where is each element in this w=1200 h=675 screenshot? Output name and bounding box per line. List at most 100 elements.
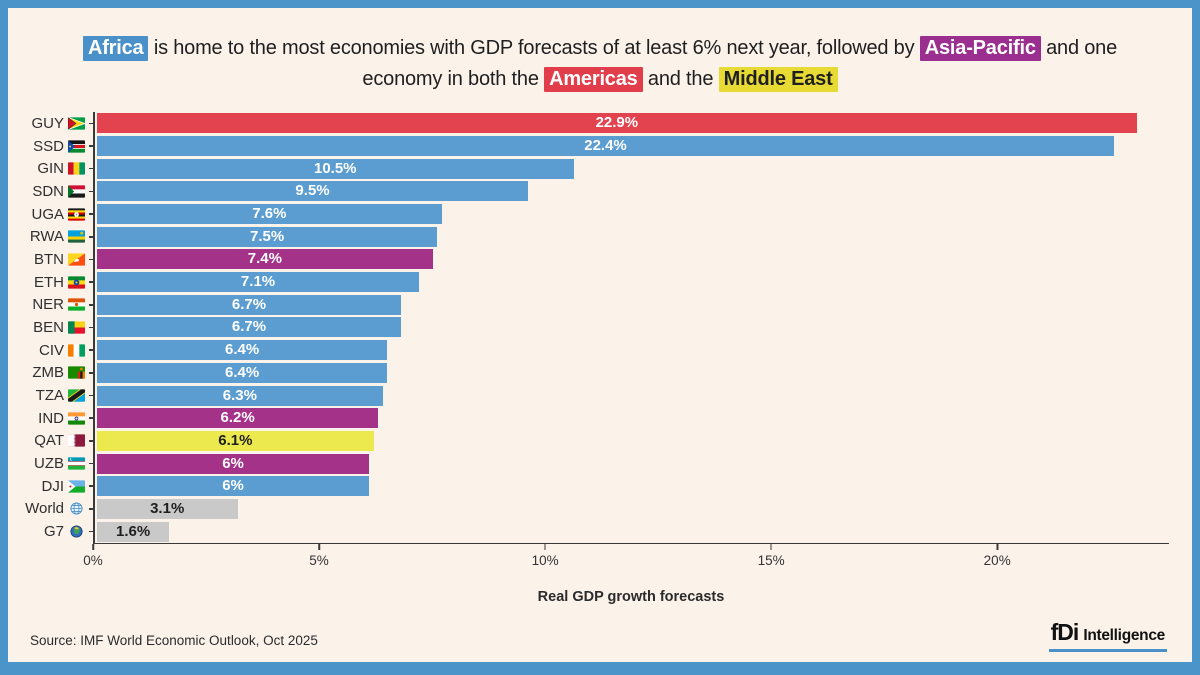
category-label: UGA xyxy=(16,206,95,223)
economy-code: SDN xyxy=(32,182,64,200)
x-axis-title: Real GDP growth forecasts xyxy=(537,589,725,605)
x-tick-label: 0% xyxy=(83,553,103,568)
y-tick-mark xyxy=(89,417,95,420)
gdp-forecast-bar: 7.4% xyxy=(96,249,433,270)
region-highlight: Americas xyxy=(544,67,643,92)
bar-row-sdn: SDN 9.5% xyxy=(16,180,1176,203)
economy-code: QAT xyxy=(34,432,64,450)
x-tick: 15% xyxy=(758,544,785,568)
bar-track: 7.4% xyxy=(95,249,1176,270)
globe-icon xyxy=(68,502,85,515)
gdp-forecast-bar: 22.9% xyxy=(96,113,1137,134)
bar-row-eth: ETH 7.1% xyxy=(16,271,1176,294)
guyana-flag-icon xyxy=(68,116,85,130)
category-label: TZA xyxy=(16,387,95,404)
bar-value-label: 3.1% xyxy=(150,499,185,517)
x-tick-mark xyxy=(318,544,320,550)
region-highlight: Middle East xyxy=(718,67,838,92)
uganda-flag-icon xyxy=(68,207,85,221)
gdp-forecast-bar: 6% xyxy=(96,453,370,474)
bar-value-label: 22.4% xyxy=(584,136,627,154)
category-label: DJI xyxy=(16,478,95,495)
fdi-logo-mark: fDi xyxy=(1050,619,1080,645)
x-tick-mark xyxy=(544,544,546,550)
y-tick-mark xyxy=(89,145,95,147)
gdp-forecast-bar: 6.7% xyxy=(96,294,402,315)
uzbekistan-flag-icon xyxy=(68,457,85,470)
region-highlight: Asia-Pacific xyxy=(919,36,1041,61)
ethiopia-flag-icon xyxy=(68,275,85,289)
bar-track: 1.6% xyxy=(95,521,1176,542)
y-tick-mark xyxy=(89,394,95,397)
bar-row-ind: IND 6.2% xyxy=(16,407,1176,430)
economy-code: RWA xyxy=(29,228,64,246)
bar-row-ner: NER 6.7% xyxy=(16,293,1176,316)
gdp-forecast-bar: 3.1% xyxy=(96,498,238,519)
gdp-forecast-bar: 6.4% xyxy=(96,340,388,361)
bar-row-world: World 3.1% xyxy=(16,498,1176,521)
category-label: QAT xyxy=(16,432,95,449)
category-label: GUY xyxy=(16,115,95,132)
gdp-forecast-bar: 6% xyxy=(96,476,370,497)
bar-track: 6.7% xyxy=(95,294,1176,315)
bar-track: 6.3% xyxy=(95,385,1176,406)
bar-row-uzb: UZB 6% xyxy=(16,452,1176,475)
gdp-forecast-bar: 10.5% xyxy=(96,158,574,179)
y-tick-mark xyxy=(89,485,95,488)
gdp-forecast-bar: 6.7% xyxy=(96,317,402,338)
bar-row-g7: G7 1.6% xyxy=(16,520,1176,543)
source-note: Source: IMF World Economic Outlook, Oct … xyxy=(30,633,318,648)
y-axis-line xyxy=(93,112,95,544)
y-tick-mark xyxy=(89,235,95,238)
economy-code: TZA xyxy=(35,387,64,405)
x-tick-label: 15% xyxy=(757,553,785,568)
category-label: NER xyxy=(16,296,95,313)
bar-row-civ: CIV 6.4% xyxy=(16,339,1176,362)
gdp-forecast-bar: 22.4% xyxy=(96,136,1115,156)
bar-track: 6.4% xyxy=(95,362,1176,383)
y-tick-mark xyxy=(89,372,95,374)
economy-code: IND xyxy=(38,409,64,427)
bar-row-ben: BEN 6.7% xyxy=(16,316,1176,339)
y-tick-mark xyxy=(89,462,95,465)
x-axis-line xyxy=(93,542,1169,545)
south-sudan-flag-icon xyxy=(68,139,85,153)
bar-track: 9.5% xyxy=(95,181,1176,202)
economy-code: CIV xyxy=(38,341,64,359)
gdp-forecast-bar: 7.1% xyxy=(96,272,420,293)
region-highlight: Africa xyxy=(82,36,149,61)
y-tick-mark xyxy=(89,508,95,510)
category-label: RWA xyxy=(16,228,95,245)
bar-track: 6.7% xyxy=(95,317,1176,338)
y-tick-mark xyxy=(89,281,95,283)
guinea-flag-icon xyxy=(68,162,85,175)
bar-value-label: 7.1% xyxy=(240,273,276,291)
category-label: SSD xyxy=(16,138,95,155)
bar-row-ssd: SSD 22.4% xyxy=(16,135,1176,158)
category-label: UZB xyxy=(16,455,95,472)
category-label: ZMB xyxy=(16,364,95,381)
bar-track: 6% xyxy=(95,453,1176,474)
bar-track: 3.1% xyxy=(95,498,1176,519)
x-tick: 5% xyxy=(309,544,329,568)
bar-row-uga: UGA 7.6% xyxy=(16,203,1176,226)
bar-value-label: 6.4% xyxy=(225,341,260,359)
bar-track: 7.5% xyxy=(95,226,1176,247)
y-tick-mark xyxy=(89,326,95,329)
bar-value-label: 6% xyxy=(222,454,244,472)
djibouti-flag-icon xyxy=(68,480,85,493)
benin-flag-icon xyxy=(68,321,85,334)
gdp-forecast-bar: 7.6% xyxy=(96,204,442,225)
y-tick-mark xyxy=(89,122,95,125)
niger-flag-icon xyxy=(68,298,85,311)
tanzania-flag-icon xyxy=(68,389,85,403)
economy-code: BEN xyxy=(33,318,64,336)
bar-value-label: 6% xyxy=(222,477,244,495)
bar-value-label: 7.5% xyxy=(250,227,285,245)
y-tick-mark xyxy=(89,190,95,193)
economy-code: BTN xyxy=(34,250,64,268)
cote-divoire-flag-icon xyxy=(68,344,85,357)
bar-row-tza: TZA 6.3% xyxy=(16,384,1176,407)
bar-value-label: 7.6% xyxy=(252,205,287,223)
